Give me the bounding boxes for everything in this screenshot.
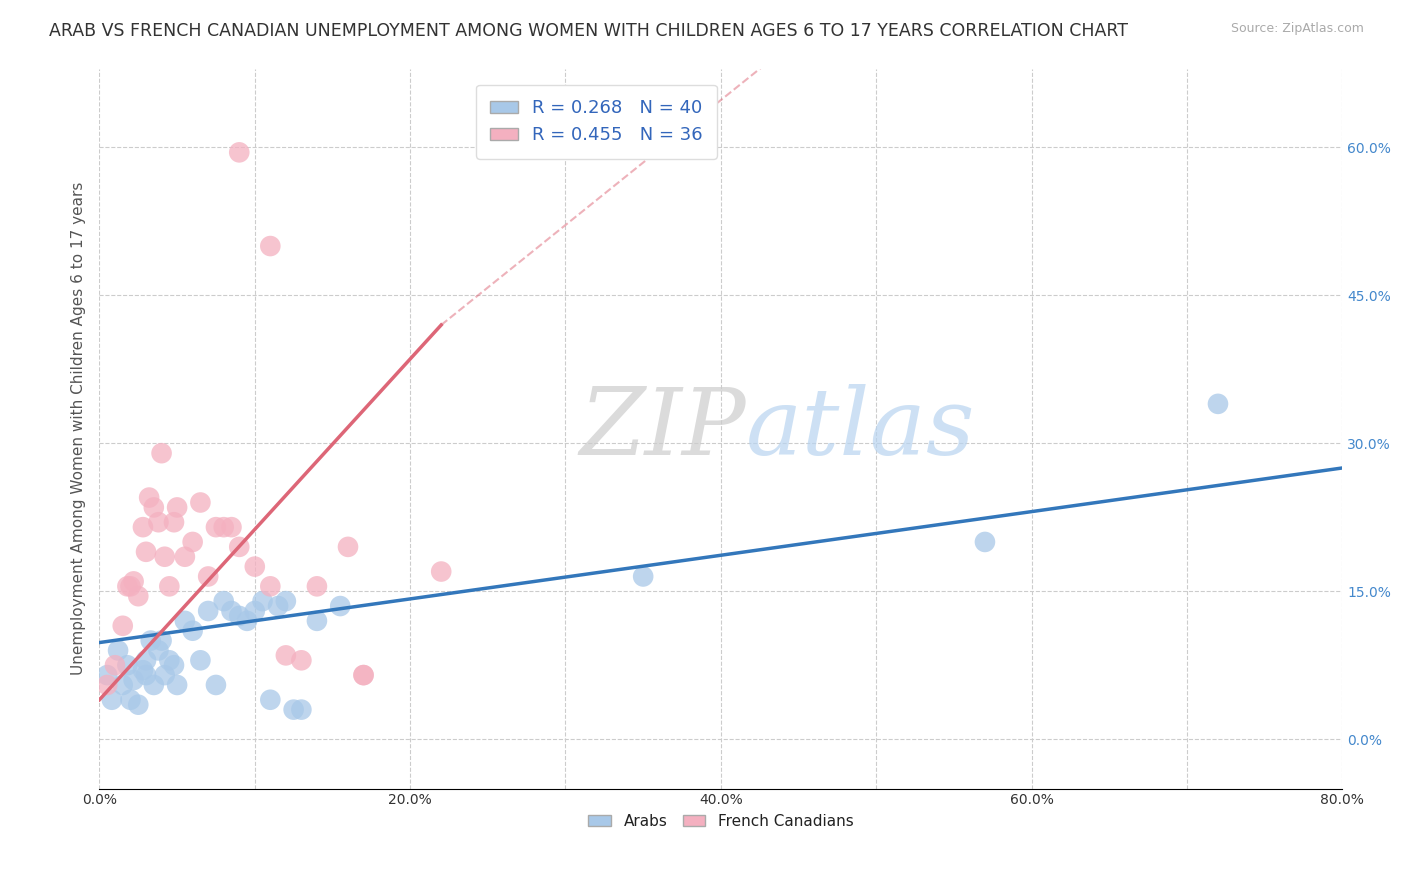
Text: ZIP: ZIP: [579, 384, 745, 474]
Point: [236, 614, 259, 628]
Point: [135, 653, 157, 667]
Point: [120, 692, 142, 706]
Point: [243, 559, 266, 574]
Point: [259, 239, 281, 253]
Point: [111, 619, 134, 633]
Text: Source: ZipAtlas.com: Source: ZipAtlas.com: [1230, 22, 1364, 36]
Point: [120, 579, 142, 593]
Point: [127, 589, 149, 603]
Point: [142, 500, 165, 515]
Point: [135, 545, 157, 559]
Point: [142, 678, 165, 692]
Point: [212, 594, 235, 608]
Point: [157, 653, 180, 667]
Point: [181, 624, 204, 638]
Point: [157, 579, 180, 593]
Point: [173, 549, 195, 564]
Point: [221, 604, 243, 618]
Y-axis label: Unemployment Among Women with Children Ages 6 to 17 years: Unemployment Among Women with Children A…: [72, 182, 86, 675]
Point: [153, 668, 176, 682]
Point: [974, 535, 997, 549]
Legend: Arabs, French Canadians: Arabs, French Canadians: [582, 807, 859, 835]
Point: [274, 648, 297, 663]
Point: [150, 633, 173, 648]
Point: [163, 658, 186, 673]
Point: [290, 653, 312, 667]
Point: [228, 540, 250, 554]
Point: [221, 520, 243, 534]
Text: atlas: atlas: [745, 384, 976, 474]
Point: [166, 500, 188, 515]
Point: [243, 604, 266, 618]
Point: [305, 614, 328, 628]
Point: [153, 549, 176, 564]
Point: [259, 579, 281, 593]
Point: [101, 692, 124, 706]
Point: [212, 520, 235, 534]
Point: [117, 579, 139, 593]
Point: [205, 520, 228, 534]
Point: [122, 673, 145, 687]
Point: [132, 663, 155, 677]
Point: [132, 520, 155, 534]
Point: [267, 599, 290, 613]
Point: [430, 565, 453, 579]
Point: [173, 614, 195, 628]
Text: ARAB VS FRENCH CANADIAN UNEMPLOYMENT AMONG WOMEN WITH CHILDREN AGES 6 TO 17 YEAR: ARAB VS FRENCH CANADIAN UNEMPLOYMENT AMO…: [49, 22, 1128, 40]
Point: [181, 535, 204, 549]
Point: [148, 515, 170, 529]
Point: [197, 569, 219, 583]
Point: [631, 569, 654, 583]
Point: [107, 643, 129, 657]
Point: [117, 658, 139, 673]
Point: [190, 495, 212, 509]
Point: [138, 491, 160, 505]
Point: [205, 678, 228, 692]
Point: [283, 703, 305, 717]
Point: [96, 668, 118, 682]
Point: [259, 692, 281, 706]
Point: [305, 579, 328, 593]
Point: [166, 678, 188, 692]
Point: [104, 658, 127, 673]
Point: [96, 678, 118, 692]
Point: [111, 678, 134, 692]
Point: [252, 594, 274, 608]
Point: [150, 446, 173, 460]
Point: [353, 668, 375, 682]
Point: [127, 698, 149, 712]
Point: [228, 145, 250, 160]
Point: [290, 703, 312, 717]
Point: [190, 653, 212, 667]
Point: [197, 604, 219, 618]
Point: [337, 540, 360, 554]
Point: [1206, 397, 1229, 411]
Point: [353, 668, 375, 682]
Point: [139, 633, 162, 648]
Point: [274, 594, 297, 608]
Point: [122, 574, 145, 589]
Point: [135, 668, 157, 682]
Point: [228, 608, 250, 623]
Point: [329, 599, 352, 613]
Point: [163, 515, 186, 529]
Point: [148, 643, 170, 657]
